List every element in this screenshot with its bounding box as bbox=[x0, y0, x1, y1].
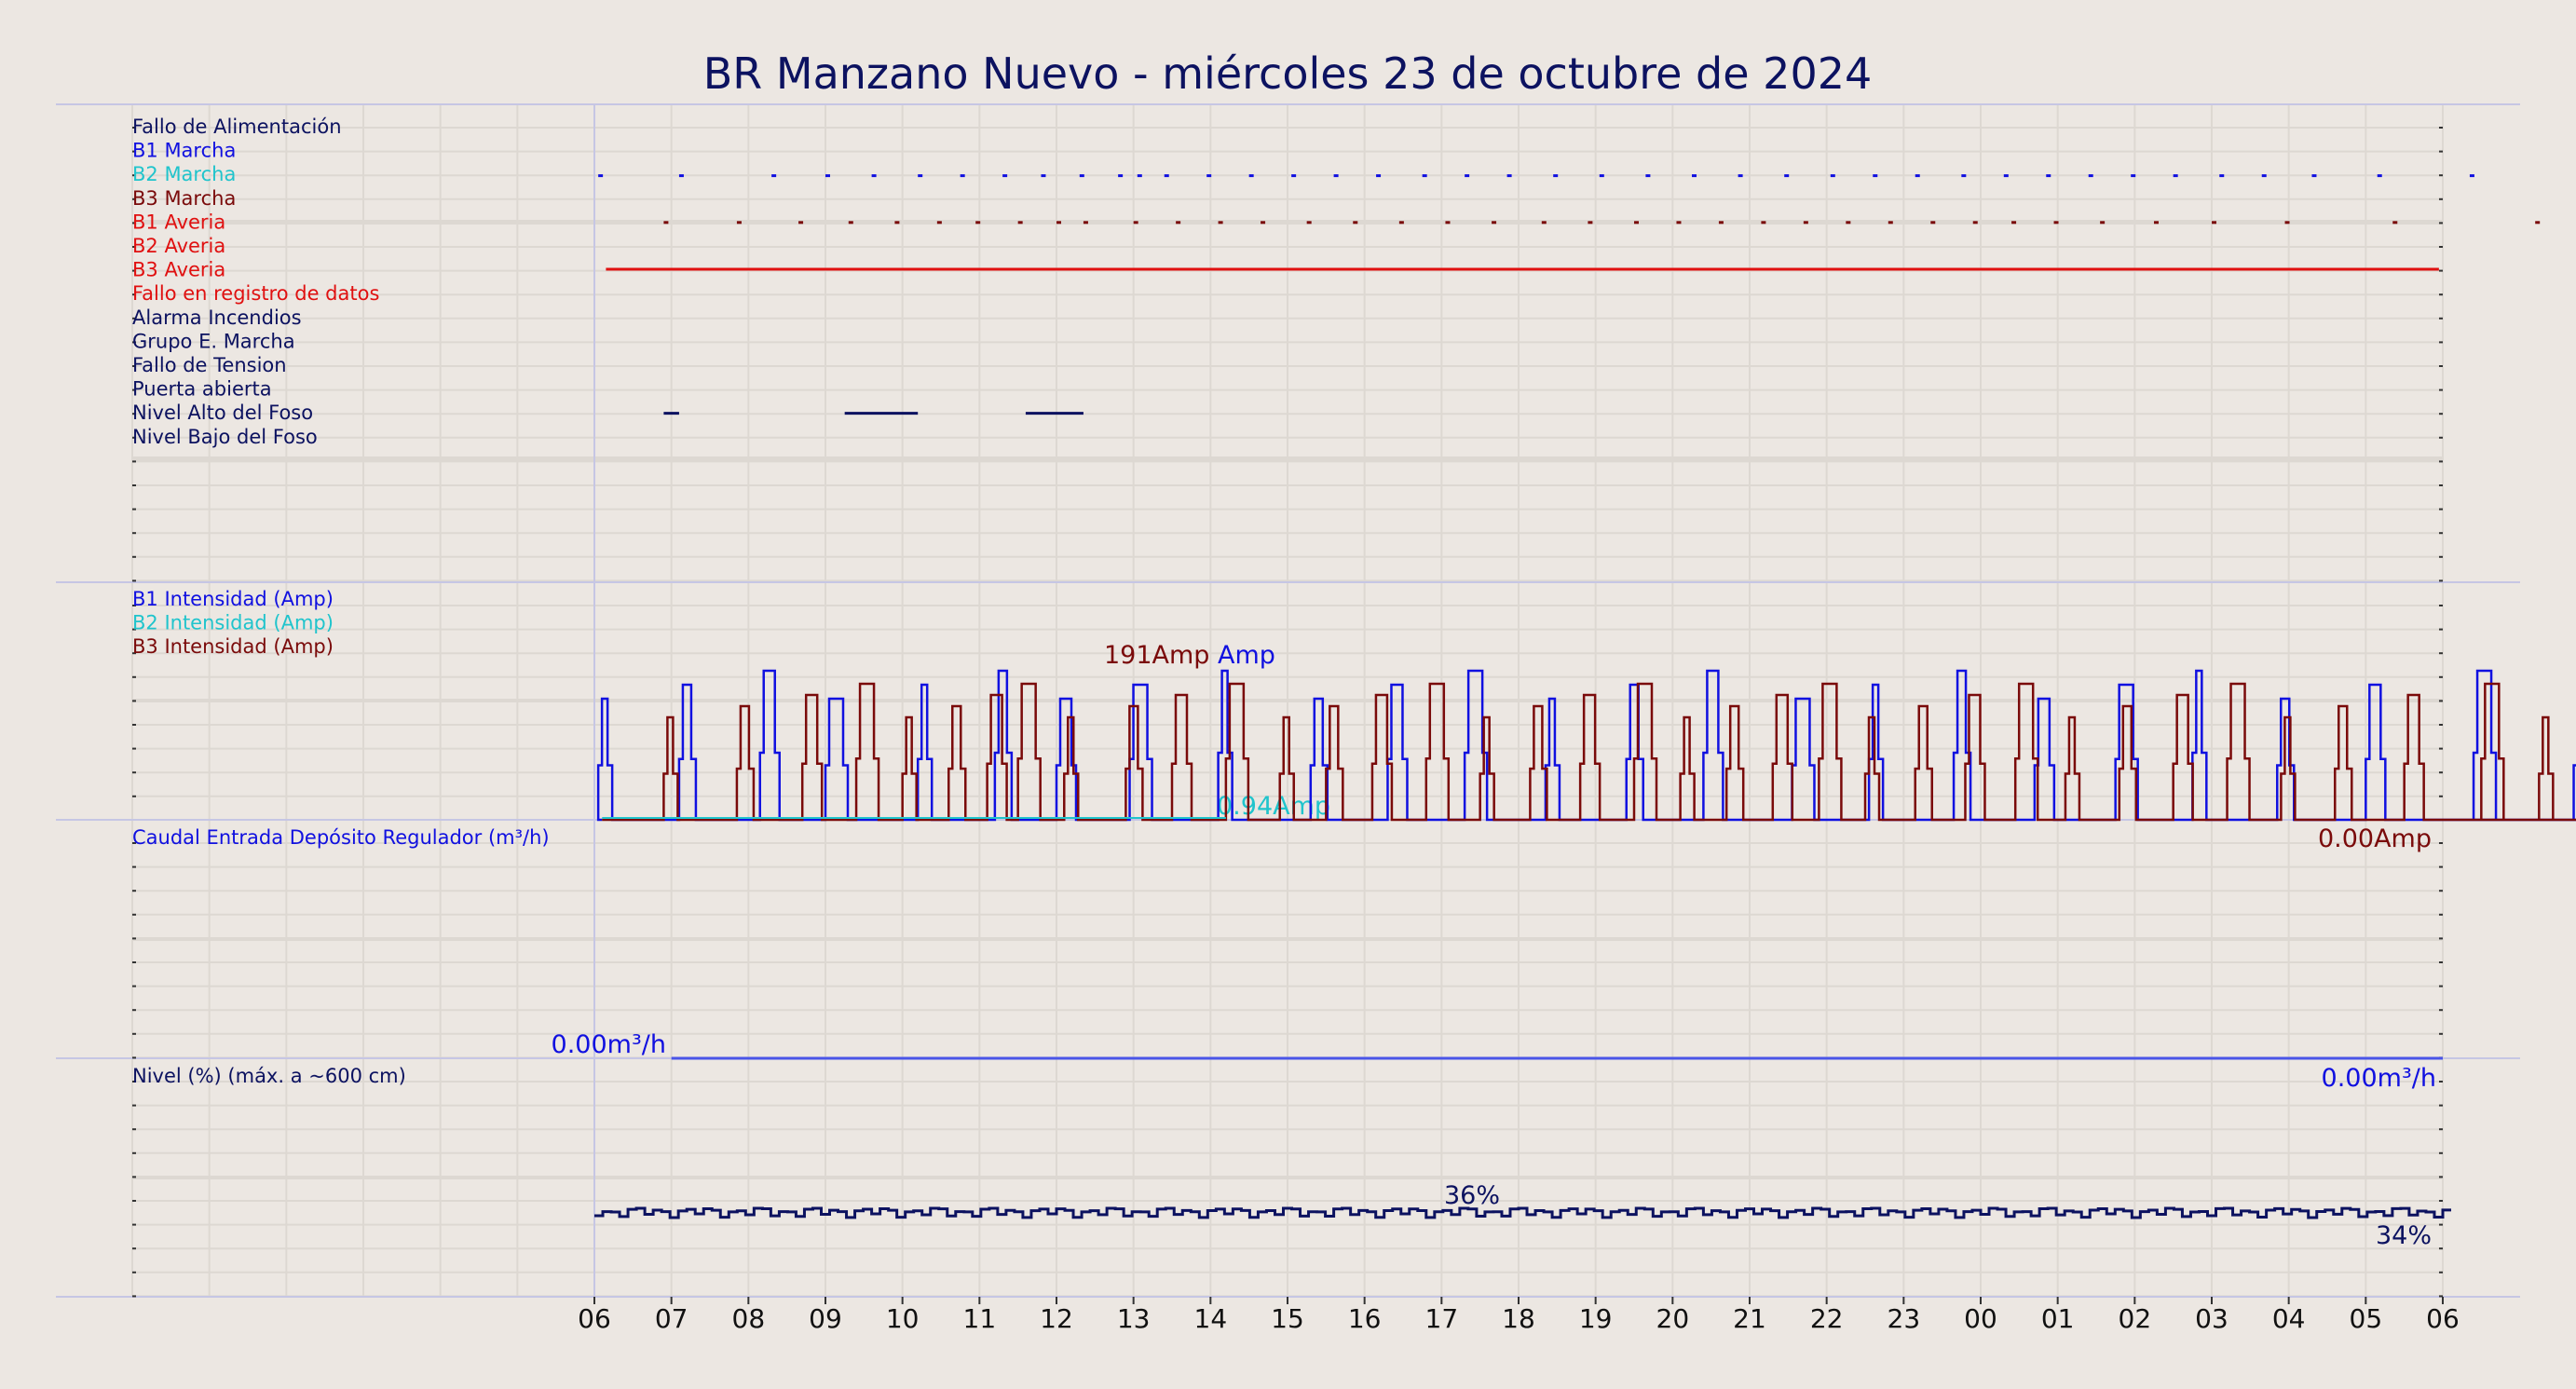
level-line bbox=[594, 1206, 2452, 1219]
signal-label: Fallo en registro de datos bbox=[132, 282, 379, 305]
b3-peak-label: 191Amp bbox=[1104, 641, 1209, 670]
x-tick-label: 06 bbox=[578, 1303, 611, 1334]
level-max-label: 36% bbox=[1444, 1181, 1500, 1210]
x-tick-label: 12 bbox=[1040, 1303, 1073, 1334]
x-tick-label: 23 bbox=[1888, 1303, 1921, 1334]
b2-peak-label: 0.94Amp bbox=[1217, 792, 1330, 821]
x-tick-label: 20 bbox=[1656, 1303, 1690, 1334]
x-tick-label: 04 bbox=[2272, 1303, 2306, 1334]
x-tick-label: 14 bbox=[1194, 1303, 1228, 1334]
level-last-label: 34% bbox=[2376, 1221, 2432, 1250]
x-tick-label: 17 bbox=[1425, 1303, 1459, 1334]
signal-label: B1 Averia bbox=[132, 211, 225, 233]
grid-band bbox=[132, 1176, 2443, 1179]
signal-label: Nivel Bajo del Foso bbox=[132, 426, 318, 448]
x-tick-label: 05 bbox=[2350, 1303, 2383, 1334]
chart-title: BR Manzano Nuevo - miércoles 23 de octub… bbox=[703, 48, 1873, 99]
b3-intensity-line bbox=[602, 682, 2576, 822]
signal-label: B2 Marcha bbox=[132, 163, 236, 185]
x-tick-label: 13 bbox=[1117, 1303, 1151, 1334]
intensity-series-label: B2 Intensidad (Amp) bbox=[132, 612, 334, 634]
x-tick-label: 02 bbox=[2119, 1303, 2152, 1334]
intensity-lines bbox=[596, 669, 2576, 822]
signal-label: B3 Averia bbox=[132, 259, 225, 281]
x-tick-label: 10 bbox=[886, 1303, 920, 1334]
grid-band bbox=[132, 220, 2443, 225]
x-tick-label: 16 bbox=[1348, 1303, 1382, 1334]
signal-label: B2 Averia bbox=[132, 235, 225, 257]
x-tick-label: 00 bbox=[1964, 1303, 1997, 1334]
x-tick-label: 03 bbox=[2195, 1303, 2228, 1334]
x-tick-label: 15 bbox=[1271, 1303, 1304, 1334]
flow-last-label: 0.00m³/h bbox=[2322, 1064, 2436, 1093]
x-tick-label: 09 bbox=[809, 1303, 842, 1334]
x-axis-ticks: 06 07 08 09 10 11 12 13 14 15 16 17 18 19 20 21 22 23 00 01… bbox=[578, 1297, 2460, 1334]
level-panel: Nivel (%) (máx. a ~600 cm) 36% 34% bbox=[132, 1065, 2452, 1250]
x-tick-label: 01 bbox=[2041, 1303, 2075, 1334]
x-tick-label: 22 bbox=[1810, 1303, 1844, 1334]
x-tick-label: 06 bbox=[2426, 1303, 2460, 1334]
intensity-series-label: B3 Intensidad (Amp) bbox=[132, 635, 334, 658]
x-tick-label: 19 bbox=[1579, 1303, 1613, 1334]
x-tick-label: 08 bbox=[732, 1303, 766, 1334]
x-tick-label: 21 bbox=[1733, 1303, 1766, 1334]
b1-intensity-line bbox=[596, 669, 2576, 822]
b1-peak-label: Amp bbox=[1218, 641, 1275, 670]
grid-band bbox=[132, 699, 2443, 702]
signal-label: Fallo de Tension bbox=[132, 354, 287, 376]
flow-first-label: 0.00m³/h bbox=[552, 1030, 666, 1059]
intensity-series-label: B1 Intensidad (Amp) bbox=[132, 588, 334, 610]
signal-label: Fallo de Alimentación bbox=[132, 116, 342, 138]
b3-last-label: 0.00Amp bbox=[2318, 824, 2432, 853]
signal-label: Alarma Incendios bbox=[132, 306, 302, 329]
flow-series-label: Caudal Entrada Depósito Regulador (m³/h) bbox=[132, 826, 550, 849]
signal-label: B3 Marcha bbox=[132, 187, 236, 210]
grid-band bbox=[132, 937, 2443, 941]
signal-label: Nivel Alto del Foso bbox=[132, 402, 313, 424]
level-series-label: Nivel (%) (máx. a ~600 cm) bbox=[132, 1065, 406, 1087]
x-tick-label: 07 bbox=[655, 1303, 688, 1334]
signal-label: Puerta abierta bbox=[132, 378, 272, 401]
signal-label: B1 Marcha bbox=[132, 140, 236, 162]
flow-panel: Caudal Entrada Depósito Regulador (m³/h)… bbox=[132, 826, 2443, 1093]
intensity-labels: B1 Intensidad (Amp)B2 Intensidad (Amp)B3… bbox=[132, 588, 2432, 853]
grid bbox=[131, 104, 2444, 1298]
grid-band bbox=[132, 456, 2443, 462]
x-tick-label: 11 bbox=[963, 1303, 997, 1334]
signal-label: Grupo E. Marcha bbox=[132, 330, 295, 352]
x-tick-label: 18 bbox=[1502, 1303, 1535, 1334]
signal-marks bbox=[598, 174, 2541, 415]
